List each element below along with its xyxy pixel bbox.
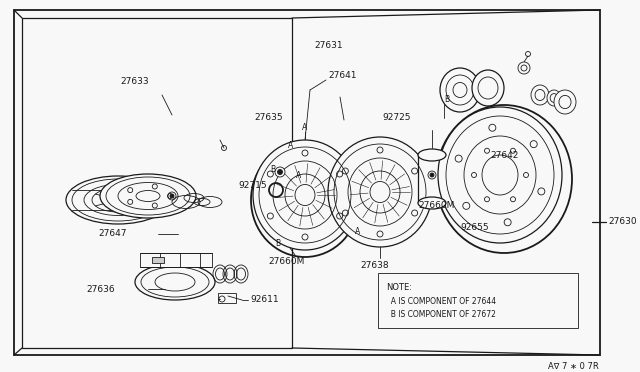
Text: B: B xyxy=(275,238,280,247)
Circle shape xyxy=(428,171,436,179)
Ellipse shape xyxy=(66,176,170,224)
Ellipse shape xyxy=(472,70,504,106)
Bar xyxy=(140,253,212,267)
Bar xyxy=(218,293,236,303)
Bar xyxy=(418,155,446,203)
Text: A: A xyxy=(302,124,307,132)
Text: 92611: 92611 xyxy=(250,295,278,305)
Text: A IS COMPONENT OF 27644: A IS COMPONENT OF 27644 xyxy=(386,297,496,306)
Text: A: A xyxy=(288,141,293,150)
Ellipse shape xyxy=(440,68,480,112)
Circle shape xyxy=(278,170,282,174)
Text: 92655: 92655 xyxy=(460,224,488,232)
Ellipse shape xyxy=(531,85,549,105)
Text: 27660M: 27660M xyxy=(268,257,305,266)
Ellipse shape xyxy=(418,149,446,161)
Text: 27660M: 27660M xyxy=(418,201,454,209)
Text: A: A xyxy=(296,170,301,180)
Text: B IS COMPONENT OF 27672: B IS COMPONENT OF 27672 xyxy=(386,310,496,319)
Ellipse shape xyxy=(438,107,562,243)
Text: 27630: 27630 xyxy=(608,218,637,227)
Text: A: A xyxy=(355,228,360,237)
Ellipse shape xyxy=(547,90,561,106)
Circle shape xyxy=(170,194,174,198)
Text: A∇ 7 ∗ 0 7R: A∇ 7 ∗ 0 7R xyxy=(548,362,599,371)
Bar xyxy=(22,18,292,348)
Text: 27641: 27641 xyxy=(328,71,356,80)
Ellipse shape xyxy=(554,90,576,114)
Text: 27647: 27647 xyxy=(98,230,127,238)
Circle shape xyxy=(518,62,530,74)
Text: B: B xyxy=(444,96,449,105)
Ellipse shape xyxy=(100,174,196,218)
Text: 27631: 27631 xyxy=(314,41,342,49)
Text: 92715: 92715 xyxy=(238,182,267,190)
Ellipse shape xyxy=(418,197,446,209)
Text: NOTE:: NOTE: xyxy=(386,283,412,292)
Text: 27633: 27633 xyxy=(120,77,148,87)
Circle shape xyxy=(275,167,285,177)
Ellipse shape xyxy=(328,137,432,247)
Text: 92725: 92725 xyxy=(382,113,410,122)
Text: 27636: 27636 xyxy=(86,285,115,294)
Bar xyxy=(152,257,164,263)
Ellipse shape xyxy=(135,264,215,300)
Text: 27638: 27638 xyxy=(360,262,388,270)
Bar xyxy=(378,273,578,328)
Text: 27642: 27642 xyxy=(490,151,518,160)
Ellipse shape xyxy=(253,140,357,250)
Text: 27635: 27635 xyxy=(254,113,283,122)
Text: B: B xyxy=(270,166,275,174)
Circle shape xyxy=(430,173,434,177)
